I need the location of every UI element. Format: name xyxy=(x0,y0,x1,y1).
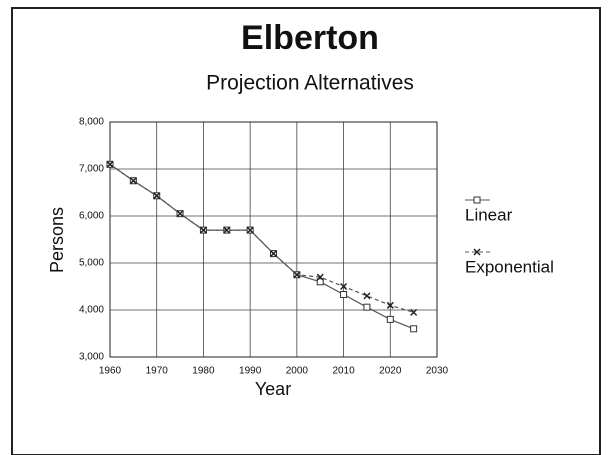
marker xyxy=(199,226,207,234)
marker xyxy=(363,303,371,311)
marker xyxy=(363,292,371,300)
x-tick-label: 1980 xyxy=(192,366,215,377)
y-tick-label: 8,000 xyxy=(79,117,104,128)
x-tick-label: 2020 xyxy=(379,366,402,377)
x-tick-label: 1990 xyxy=(239,366,262,377)
marker xyxy=(410,308,418,316)
series-line xyxy=(109,163,414,313)
marker xyxy=(386,301,394,309)
y-tick-label: 7,000 xyxy=(79,164,104,175)
x-tick-label: 2000 xyxy=(286,366,309,377)
marker xyxy=(269,250,278,258)
x-axis-label: Year xyxy=(255,379,291,399)
marker xyxy=(386,315,394,323)
marker xyxy=(246,226,254,234)
marker xyxy=(316,273,324,281)
x-tick-label: 2010 xyxy=(332,366,355,377)
y-tick-label: 5,000 xyxy=(79,258,104,269)
marker xyxy=(129,177,137,185)
x-tick-label: 1970 xyxy=(146,366,169,377)
marker xyxy=(153,192,161,200)
marker xyxy=(473,248,481,256)
x-tick-label: 2030 xyxy=(426,366,449,377)
chart-title: Elberton xyxy=(241,19,379,57)
y-tick-label: 6,000 xyxy=(79,211,104,222)
marker xyxy=(340,282,348,291)
marker xyxy=(106,160,114,168)
marker xyxy=(410,325,418,333)
marker xyxy=(473,196,481,204)
marker xyxy=(223,226,231,234)
y-axis-label: Persons xyxy=(47,207,67,273)
legend-label: Exponential xyxy=(465,257,554,276)
marker xyxy=(293,271,301,279)
marker xyxy=(340,290,348,298)
x-tick-label: 1960 xyxy=(99,366,122,377)
y-tick-label: 4,000 xyxy=(79,305,104,316)
legend-label: Linear xyxy=(465,205,513,224)
y-tick-label: 3,000 xyxy=(79,352,104,363)
marker xyxy=(176,210,184,218)
marker xyxy=(316,278,324,286)
plot-frame xyxy=(109,121,438,358)
chart-subtitle: Projection Alternatives xyxy=(206,72,414,95)
